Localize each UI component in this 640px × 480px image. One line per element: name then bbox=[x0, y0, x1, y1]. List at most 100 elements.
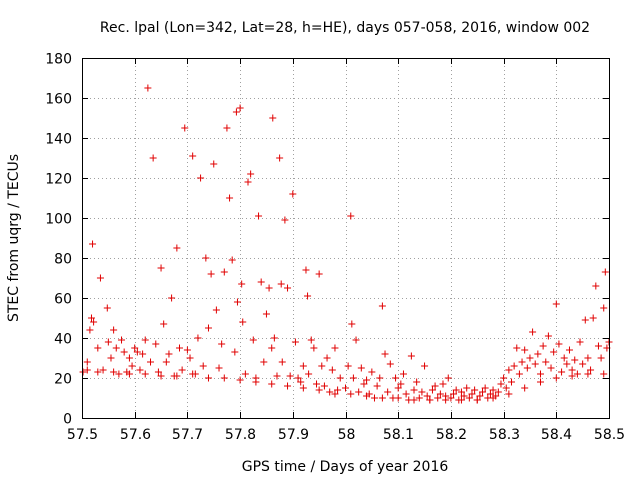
data-point bbox=[523, 364, 531, 372]
y-tick-label: 60 bbox=[54, 292, 72, 308]
x-axis-label: GPS time / Days of year 2016 bbox=[242, 459, 449, 475]
data-point bbox=[284, 284, 292, 292]
data-point bbox=[168, 294, 176, 302]
data-point bbox=[397, 380, 405, 388]
data-point bbox=[544, 332, 552, 340]
data-point bbox=[465, 394, 473, 402]
data-point bbox=[386, 360, 394, 368]
data-point bbox=[589, 314, 597, 322]
data-point bbox=[457, 388, 465, 396]
data-point bbox=[249, 336, 257, 344]
x-tick-label: 58.4 bbox=[541, 427, 572, 443]
data-point bbox=[378, 394, 386, 402]
data-point bbox=[94, 344, 102, 352]
data-point bbox=[526, 354, 534, 362]
data-point bbox=[104, 338, 112, 346]
data-point bbox=[457, 396, 465, 404]
data-point bbox=[291, 338, 299, 346]
data-point bbox=[423, 392, 431, 400]
data-point bbox=[260, 358, 268, 366]
data-point bbox=[252, 378, 260, 386]
data-point bbox=[276, 154, 284, 162]
data-point bbox=[231, 348, 239, 356]
data-point bbox=[579, 360, 587, 368]
data-point bbox=[304, 292, 312, 300]
data-point bbox=[428, 386, 436, 394]
data-point bbox=[273, 372, 281, 380]
data-point bbox=[220, 374, 228, 382]
data-point bbox=[226, 194, 234, 202]
data-point bbox=[112, 344, 120, 352]
data-point bbox=[521, 346, 529, 354]
data-point bbox=[410, 386, 418, 394]
data-point bbox=[463, 384, 471, 392]
data-point bbox=[581, 316, 589, 324]
data-point bbox=[360, 380, 368, 388]
data-point bbox=[355, 388, 363, 396]
data-point bbox=[141, 336, 149, 344]
data-points bbox=[79, 84, 613, 404]
data-point bbox=[115, 370, 123, 378]
data-point bbox=[542, 358, 550, 366]
data-point bbox=[315, 270, 323, 278]
data-point bbox=[373, 382, 381, 390]
data-point bbox=[199, 362, 207, 370]
data-point bbox=[568, 366, 576, 374]
y-tick-label: 180 bbox=[45, 52, 72, 68]
data-point bbox=[352, 336, 360, 344]
y-tick-label: 100 bbox=[45, 212, 72, 228]
data-point bbox=[336, 374, 344, 382]
data-point bbox=[560, 354, 568, 362]
data-point bbox=[473, 396, 481, 404]
data-point bbox=[313, 380, 321, 388]
data-point bbox=[136, 366, 144, 374]
data-point bbox=[178, 366, 186, 374]
data-point bbox=[592, 282, 600, 290]
data-point bbox=[347, 212, 355, 220]
data-point bbox=[392, 374, 400, 382]
data-point bbox=[363, 392, 371, 400]
data-point bbox=[552, 300, 560, 308]
data-point bbox=[204, 374, 212, 382]
data-point bbox=[247, 170, 255, 178]
data-point bbox=[162, 358, 170, 366]
data-point bbox=[189, 152, 197, 160]
data-point bbox=[204, 324, 212, 332]
x-tick-label: 57.9 bbox=[278, 427, 309, 443]
data-point bbox=[218, 340, 226, 348]
data-point bbox=[96, 274, 104, 282]
data-point bbox=[489, 386, 497, 394]
data-point bbox=[399, 370, 407, 378]
data-point bbox=[368, 368, 376, 376]
data-point bbox=[270, 334, 278, 342]
data-point bbox=[439, 380, 447, 388]
data-point bbox=[444, 374, 452, 382]
data-point bbox=[228, 256, 236, 264]
data-point bbox=[278, 358, 286, 366]
data-point bbox=[131, 344, 139, 352]
data-point bbox=[500, 374, 508, 382]
data-point bbox=[402, 390, 410, 398]
data-point bbox=[534, 350, 542, 358]
data-point bbox=[600, 304, 608, 312]
chart-title: Rec. lpal (Lon=342, Lat=28, h=HE), days … bbox=[100, 20, 590, 36]
data-point bbox=[547, 364, 555, 372]
data-point bbox=[450, 390, 458, 398]
x-tick-label: 57.6 bbox=[120, 427, 151, 443]
data-point bbox=[284, 382, 292, 390]
data-point bbox=[407, 352, 415, 360]
data-point bbox=[550, 348, 558, 356]
data-point bbox=[394, 384, 402, 392]
grid bbox=[82, 58, 609, 418]
data-point bbox=[241, 370, 249, 378]
data-point bbox=[133, 348, 141, 356]
data-point bbox=[86, 326, 94, 334]
data-point bbox=[107, 354, 115, 362]
data-point bbox=[315, 386, 323, 394]
data-point bbox=[370, 394, 378, 402]
y-tick-label: 120 bbox=[45, 172, 72, 188]
data-point bbox=[431, 382, 439, 390]
data-point bbox=[468, 390, 476, 398]
data-point bbox=[141, 370, 149, 378]
data-point bbox=[83, 366, 91, 374]
